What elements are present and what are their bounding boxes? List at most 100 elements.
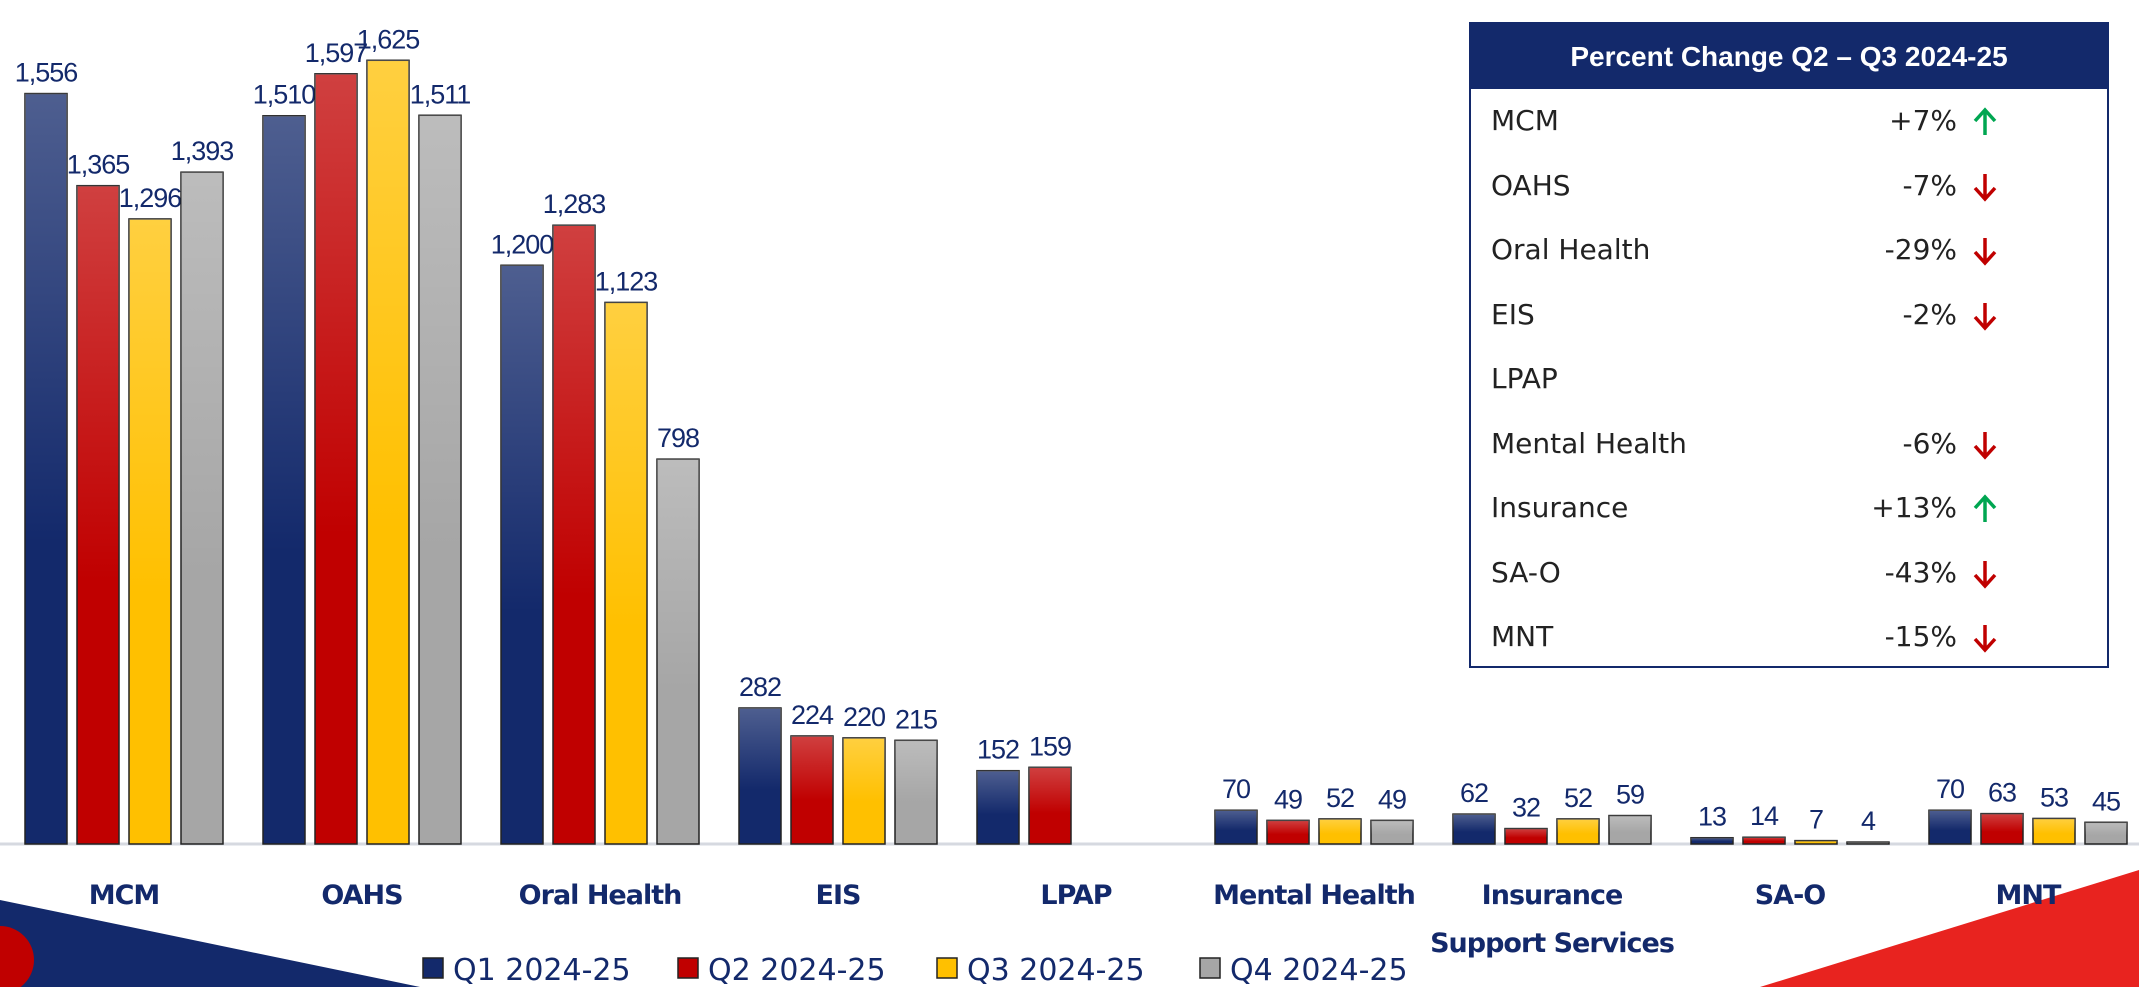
value-label: 49	[1378, 784, 1406, 814]
table-row: MNT -15%	[1471, 605, 2107, 670]
bar-shine	[25, 93, 67, 845]
bar-shine	[263, 115, 305, 844]
value-label: 215	[895, 704, 937, 734]
row-change: +7%	[1889, 104, 1957, 137]
bar-shine	[1505, 828, 1547, 844]
decor-right	[1760, 870, 2139, 987]
legend-swatch	[677, 957, 699, 979]
bar-shine	[553, 225, 595, 845]
row-change: -43%	[1884, 555, 1957, 589]
row-change: -2%	[1902, 297, 1957, 331]
table-row: LPAP	[1471, 347, 2107, 412]
arrow-down	[1973, 625, 1997, 653]
table-row: Oral Health -29%	[1471, 218, 2107, 283]
bar-shine	[1029, 767, 1071, 844]
value-label: 1,393	[171, 136, 234, 166]
value-label: 1,597	[305, 38, 368, 68]
value-label: 1,283	[543, 189, 606, 219]
value-label: 14	[1750, 801, 1779, 831]
row-change: +13%	[1871, 491, 1957, 524]
value-label: 32	[1512, 793, 1540, 823]
value-label: 1,296	[119, 183, 182, 213]
x-tick-label: Mental Health	[1213, 880, 1416, 911]
bar-shine	[1557, 818, 1599, 844]
legend-label: Q1 2024-25	[453, 953, 631, 987]
value-label: 70	[1222, 774, 1250, 804]
row-change: -15%	[1884, 620, 1957, 653]
bar-shine	[1215, 810, 1257, 844]
value-label: 152	[977, 735, 1019, 765]
value-label: 798	[657, 423, 699, 453]
value-label: 49	[1274, 784, 1302, 814]
arrow-up	[1973, 107, 1997, 135]
arrow-path	[1973, 431, 1997, 460]
x-tick-label: MCM	[88, 880, 161, 911]
bar-shine	[2085, 822, 2127, 844]
bar-shine	[977, 770, 1019, 844]
value-label: 1,365	[67, 150, 130, 180]
legend-label: Q2 2024-25	[708, 953, 886, 987]
table-row: SA-O -43%	[1471, 541, 2107, 606]
bar-shine	[367, 60, 409, 845]
value-label: 1,200	[491, 229, 554, 259]
row-change: -7%	[1902, 168, 1957, 202]
value-label: 1,511	[410, 79, 471, 109]
row-name: Oral Health	[1491, 233, 1651, 266]
bar-shine	[605, 302, 647, 844]
bar-shine	[1609, 815, 1651, 844]
value-label: 4	[1861, 806, 1876, 836]
value-label: 159	[1029, 731, 1071, 761]
bar-shine	[895, 740, 937, 844]
table-row: Mental Health -6%	[1471, 412, 2107, 477]
arrow-up	[1973, 494, 1997, 522]
bar-shine	[1743, 837, 1785, 844]
arrow-down	[1973, 431, 1997, 460]
arrow-down	[1973, 238, 1997, 266]
row-name: Mental Health	[1491, 426, 1687, 460]
table-row: MCM +7%	[1471, 89, 2107, 154]
value-label: 45	[2092, 786, 2120, 816]
bar-shine	[501, 265, 543, 844]
bar-shine	[1929, 810, 1971, 844]
value-label: 13	[1698, 802, 1726, 832]
x-tick-label: Oral Health	[518, 880, 683, 911]
bar-shine	[791, 735, 833, 844]
bar-shine	[1847, 842, 1889, 844]
row-change: -29%	[1884, 233, 1957, 266]
row-name: SA-O	[1491, 555, 1561, 589]
table-title: Percent Change Q2 – Q3 2024-25	[1471, 24, 2107, 89]
arrow-down	[1973, 173, 1997, 202]
value-label: 220	[843, 702, 885, 732]
value-label: 52	[1564, 783, 1592, 813]
arrow-down	[1973, 560, 1997, 589]
bar-shine	[1319, 818, 1361, 844]
bar-shine	[77, 185, 119, 844]
arrow-path	[1973, 238, 1997, 266]
bar-shine	[1371, 820, 1413, 844]
row-change: -6%	[1902, 426, 1957, 460]
bar-shine	[315, 73, 357, 844]
row-name: Insurance	[1491, 491, 1629, 524]
row-name: MNT	[1491, 620, 1554, 653]
bar-shine	[1795, 840, 1837, 844]
value-label: 7	[1809, 805, 1823, 835]
value-label: 62	[1460, 778, 1488, 808]
x-tick-label: SA-O	[1754, 880, 1827, 911]
x-tick-label: MNT	[1995, 880, 2062, 911]
row-name: MCM	[1491, 104, 1559, 137]
legend-swatch	[422, 957, 444, 979]
arrow-path	[1973, 173, 1997, 202]
value-label: 282	[739, 672, 781, 702]
legend-label: Q3 2024-25	[967, 953, 1145, 987]
value-label: 59	[1616, 780, 1644, 810]
x-tick-label: OAHS	[321, 880, 403, 911]
arrow-path	[1973, 107, 1997, 135]
legend-label: Q4 2024-25	[1230, 953, 1408, 987]
bar-shine	[843, 737, 885, 844]
value-label: 1,510	[253, 80, 316, 110]
bar-shine	[1267, 820, 1309, 844]
bar-shine	[129, 218, 171, 845]
arrow-down	[1973, 302, 1997, 331]
